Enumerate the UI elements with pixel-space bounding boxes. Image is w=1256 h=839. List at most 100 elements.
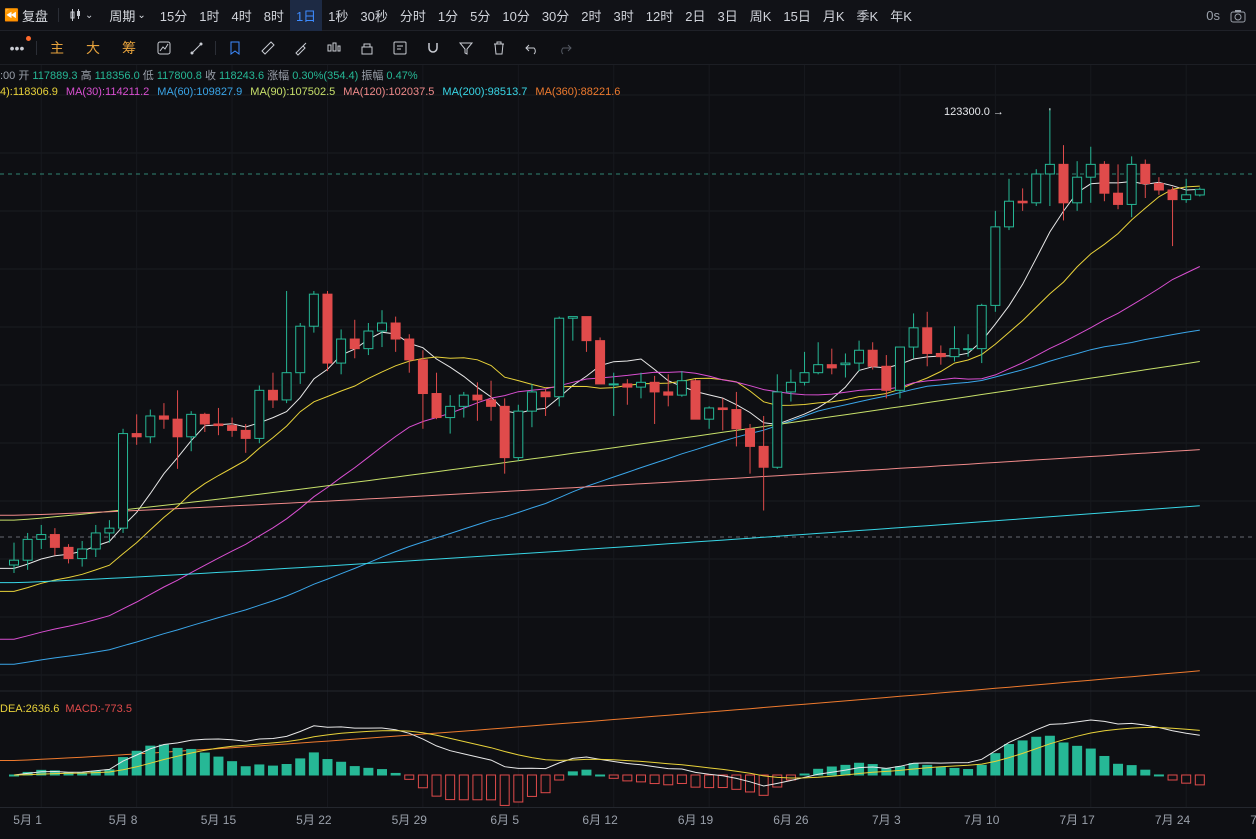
- line-tool-button[interactable]: [180, 31, 213, 65]
- timeframe-1[interactable]: 1时: [199, 8, 220, 24]
- high-price-marker: 123300.0 →: [944, 106, 1004, 118]
- candle-down: [213, 423, 224, 427]
- redo-button[interactable]: [548, 31, 581, 65]
- candle-up: [9, 559, 19, 566]
- candle-up: [785, 381, 796, 393]
- more-menu-button[interactable]: •••: [0, 35, 34, 56]
- timeframe-12[interactable]: 2时: [581, 8, 602, 24]
- low-value: 117800.8: [156, 70, 202, 82]
- macd-bar-down: [649, 774, 660, 785]
- delete-drawing-button[interactable]: [482, 31, 515, 65]
- big-order-button[interactable]: 大: [86, 39, 100, 56]
- amplitude-label: 振幅: [361, 70, 384, 82]
- ma-line-ma120: [0, 449, 1200, 516]
- candle-up: [363, 330, 374, 350]
- camera-icon[interactable]: [1230, 9, 1246, 23]
- chevron-down-icon: ⌄: [137, 9, 146, 21]
- timeframe-15[interactable]: 2日: [685, 8, 706, 24]
- drawing-toolbar: ••• 主 大 筹: [0, 31, 1256, 65]
- refresh-status: 0s: [1206, 8, 1220, 23]
- timeframe-17[interactable]: 周K: [749, 8, 772, 24]
- macd-bar-up: [949, 767, 960, 776]
- candle-down: [417, 359, 428, 395]
- ma-line-ma60: [0, 329, 1200, 665]
- period-dropdown[interactable]: 周期 ⌄: [101, 6, 153, 25]
- candle-up: [186, 413, 197, 438]
- timeframe-10[interactable]: 10分: [502, 8, 530, 24]
- x-tick-label: 6月 5: [490, 813, 520, 827]
- macd-bar-down: [540, 774, 551, 794]
- timeframe-8[interactable]: 1分: [437, 8, 459, 24]
- candle-down: [404, 338, 415, 361]
- magnet-icon: [427, 42, 438, 53]
- candle-up: [1031, 173, 1042, 204]
- timeframe-6[interactable]: 30秒: [360, 8, 388, 24]
- ma-value-2: MA(60):109827.9: [157, 86, 243, 98]
- macd-bar-up: [1003, 744, 1014, 776]
- timeframe-16[interactable]: 3日: [717, 8, 738, 24]
- ruler-tool-button[interactable]: [251, 31, 284, 65]
- candle-tool-button[interactable]: [317, 31, 350, 65]
- macd-bar-down: [690, 774, 701, 788]
- timeframe-0[interactable]: 15分: [159, 8, 188, 24]
- timeframe-7[interactable]: 分时: [399, 8, 426, 24]
- macd-bar-down: [635, 774, 646, 783]
- high-value: 118356.0: [94, 70, 140, 82]
- filter-button[interactable]: [449, 31, 482, 65]
- timeframe-13[interactable]: 3时: [613, 8, 634, 24]
- timeframe-2[interactable]: 4时: [231, 8, 252, 24]
- ma-value-3: MA(90):107502.5: [250, 86, 336, 98]
- timeframe-19[interactable]: 月K: [822, 8, 845, 24]
- timeframe-9[interactable]: 5分: [470, 8, 491, 24]
- change-label: 涨幅: [267, 70, 290, 82]
- candle-up: [1181, 194, 1192, 201]
- pen-tool-icon: [190, 42, 202, 54]
- macd-bar-down: [526, 774, 537, 797]
- macd-values-legend: DEA:2636.6 MACD:-773.5: [0, 703, 138, 715]
- x-tick-label: 5月 22: [296, 813, 332, 827]
- ma-value-1: MA(30):114211.2: [65, 86, 150, 98]
- price-chart[interactable]: [0, 65, 1256, 807]
- candle-down: [267, 389, 278, 401]
- replay-label: 复盘: [21, 8, 48, 24]
- replay-button[interactable]: ⏪ 复盘: [0, 6, 56, 25]
- candle-up: [281, 372, 292, 401]
- timeframe-4[interactable]: 1日: [289, 0, 323, 31]
- timeframe-20[interactable]: 季K: [856, 8, 879, 24]
- macd-bar-down: [622, 774, 633, 782]
- note-tool-button[interactable]: [383, 31, 416, 65]
- ma-value-0: 4):118306.9: [0, 86, 58, 98]
- magnet-tool-button[interactable]: [416, 31, 449, 65]
- amplitude-value: 0.47%: [386, 70, 418, 82]
- candle-down: [172, 418, 183, 438]
- ma-value-4: MA(120):102037.5: [343, 86, 435, 98]
- chart-type-button[interactable]: ⌄: [61, 8, 101, 22]
- candle-up: [1072, 176, 1083, 204]
- rewind-icon: ⏪: [4, 8, 19, 22]
- lock-tool-button[interactable]: [350, 31, 383, 65]
- candle-up: [77, 548, 88, 560]
- timeframe-3[interactable]: 8时: [263, 8, 284, 24]
- candle-up: [840, 362, 851, 366]
- candle-up: [145, 415, 156, 438]
- divider: [57, 8, 59, 22]
- macd-bar-up: [267, 765, 278, 776]
- candle-up: [118, 433, 129, 529]
- undo-button[interactable]: [515, 31, 548, 65]
- bookmark-tool-button[interactable]: [218, 31, 251, 65]
- main-indicator-button[interactable]: 主: [50, 39, 64, 56]
- brush-tool-button[interactable]: [284, 31, 317, 65]
- macd-bar-down: [745, 774, 756, 793]
- timeframe-18[interactable]: 15日: [783, 8, 811, 24]
- timeframe-11[interactable]: 30分: [541, 8, 570, 24]
- candle-up: [813, 364, 824, 374]
- timeframe-21[interactable]: 年K: [890, 8, 912, 24]
- timeframe-14[interactable]: 12时: [645, 8, 674, 24]
- note-icon: [393, 41, 406, 54]
- macd-bar-up: [1153, 774, 1164, 777]
- timeframe-5[interactable]: 1秒: [328, 8, 349, 24]
- chip-distribution-button[interactable]: 筹: [122, 39, 136, 56]
- macd-bar-up: [308, 752, 319, 776]
- indicator-settings-button[interactable]: [147, 31, 180, 65]
- macd-bar-up: [199, 752, 210, 776]
